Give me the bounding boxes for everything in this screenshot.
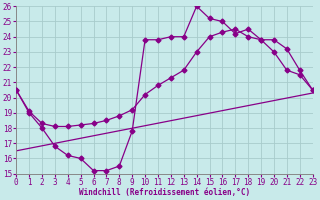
X-axis label: Windchill (Refroidissement éolien,°C): Windchill (Refroidissement éolien,°C) [79,188,250,197]
